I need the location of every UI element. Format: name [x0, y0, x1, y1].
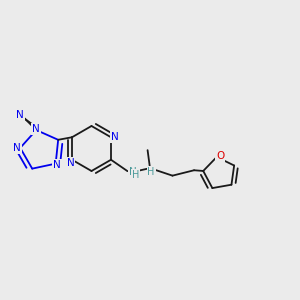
- Text: N: N: [32, 124, 40, 134]
- Text: N: N: [129, 167, 137, 177]
- Text: H: H: [148, 167, 155, 177]
- Text: N: N: [111, 132, 119, 142]
- Text: O: O: [216, 151, 224, 161]
- Text: N: N: [13, 143, 20, 153]
- Text: N: N: [16, 110, 24, 120]
- Text: H: H: [132, 170, 139, 180]
- Text: N: N: [67, 158, 74, 168]
- Text: N: N: [53, 160, 61, 170]
